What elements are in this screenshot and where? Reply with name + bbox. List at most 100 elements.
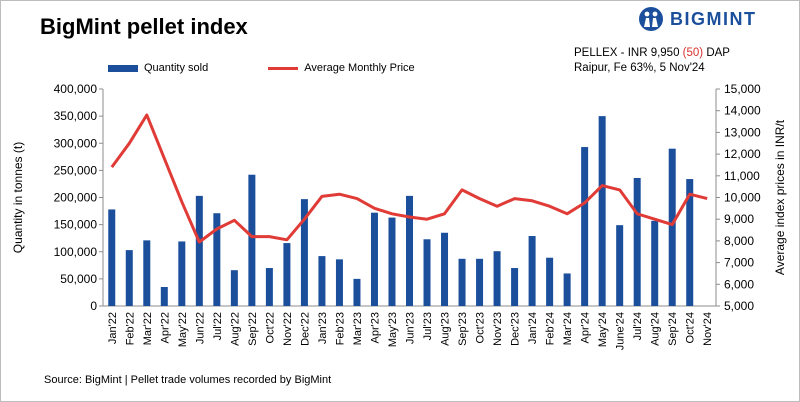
note-prefix: PELLEX - INR 9,950 (574, 47, 683, 59)
right-tick-label: 14,000 (724, 104, 761, 118)
x-tick-label: Apr'24 (580, 312, 592, 343)
bar-quantity-sold (598, 116, 606, 306)
bar-quantity-sold (353, 278, 361, 306)
bar-quantity-sold (265, 268, 273, 306)
right-tick-label: 6,000 (724, 277, 754, 291)
x-tick-label: May'24 (597, 312, 609, 347)
bigmint-logo-icon (639, 7, 663, 31)
x-tick-label: Nov'23 (492, 312, 504, 346)
bar-quantity-sold (300, 199, 308, 306)
left-tick-label: 400,000 (54, 82, 98, 96)
x-tick-label: May'23 (387, 312, 399, 347)
bar-quantity-sold (108, 209, 116, 306)
legend-price: Average Monthly Price (304, 62, 415, 74)
x-tick-label: Jan'24 (527, 312, 539, 344)
bar-quantity-sold (546, 257, 554, 306)
right-tick-label: 8,000 (724, 234, 754, 248)
x-tick-label: Mar'23 (352, 312, 364, 345)
bar-quantity-sold (388, 217, 396, 306)
price-note-line2: Raipur, Fe 63%, 5 Nov'24 (574, 62, 705, 74)
bar-quantity-sold (493, 251, 501, 306)
bar-quantity-sold (616, 225, 624, 306)
bar-quantity-sold (563, 273, 571, 306)
x-tick-label: Dec'22 (299, 312, 311, 346)
bar-quantity-sold (406, 195, 413, 306)
bar-quantity-sold (581, 147, 589, 306)
bar-quantity-sold (511, 268, 519, 306)
bigmint-logo: BIGMINT (638, 6, 757, 32)
right-tick-label: 10,000 (724, 191, 761, 205)
bar-quantity-sold (476, 258, 484, 306)
right-tick-label: 13,000 (724, 125, 761, 139)
right-tick-label: 9,000 (724, 212, 754, 226)
x-tick-label: Nov'22 (282, 312, 294, 346)
x-tick-label: Oct'23 (475, 312, 487, 343)
x-tick-label: Mar'24 (562, 312, 574, 345)
x-tick-label: Oct'22 (264, 312, 276, 343)
bar-quantity-sold (318, 256, 326, 306)
x-tick-label: Apr'22 (159, 312, 171, 343)
x-tick-label: Feb'24 (545, 312, 557, 345)
left-tick-label: 0 (90, 299, 97, 313)
legend-quantity: Quantity sold (144, 62, 209, 74)
bar-quantity-sold (160, 287, 168, 306)
x-tick-label: Nov'24 (702, 312, 714, 346)
bar-quantity-sold (283, 243, 291, 306)
bar-quantity-sold (195, 195, 203, 306)
y-axis-title-right: Average index prices in INR/t (773, 119, 787, 275)
price-note: PELLEX - INR 9,950 (50) DAP Raipur, Fe 6… (574, 46, 730, 76)
x-tick-label: Jan'23 (317, 312, 329, 344)
bar-quantity-sold (125, 250, 133, 306)
legend-line-swatch (268, 66, 299, 70)
x-tick-label: Jan'22 (107, 312, 119, 344)
x-tick-label: Jul'24 (632, 312, 644, 340)
source-note: Source: BigMint | Pellet trade volumes r… (44, 374, 332, 386)
y-axis-title-left: Quantity in tonnes (t) (11, 142, 25, 253)
bar-quantity-sold (686, 179, 694, 306)
left-tick-label: 50,000 (60, 272, 97, 286)
bar-quantity-sold (668, 148, 676, 306)
right-tick-label: 12,000 (724, 147, 761, 161)
x-tick-label: Jul'22 (212, 312, 224, 340)
bar-quantity-sold (458, 258, 466, 306)
bar-quantity-sold (248, 174, 256, 306)
x-tick-label: Feb'22 (124, 312, 136, 345)
bar-quantity-sold (143, 240, 151, 306)
bar-quantity-sold (651, 220, 659, 306)
x-tick-label: June'24 (615, 312, 627, 350)
price-note-line1: PELLEX - INR 9,950 (50) DAP (574, 46, 730, 61)
x-tick-label: Aug'24 (650, 312, 662, 346)
bar-quantity-sold (633, 177, 641, 306)
x-tick-label: Sep'22 (247, 312, 259, 346)
x-tick-label: Oct'24 (685, 312, 697, 343)
bar-quantity-sold (528, 236, 536, 306)
x-tick-label: Dec'23 (510, 312, 522, 346)
logo-text: BIGMINT (670, 8, 757, 29)
right-tick-label: 11,000 (724, 169, 760, 183)
x-tick-label: Sep'24 (667, 312, 679, 346)
line-average-monthly-price (110, 113, 708, 244)
left-tick-label: 250,000 (54, 163, 98, 177)
bar-quantity-sold (423, 239, 431, 306)
x-tick-label: Jun'23 (405, 312, 417, 344)
chart-title: BigMint pellet index (40, 14, 248, 39)
left-tick-label: 200,000 (54, 191, 98, 205)
chart-legend: Quantity sold Average Monthly Price (108, 62, 415, 74)
note-suffix: DAP (703, 47, 730, 59)
left-tick-label: 150,000 (54, 218, 98, 232)
x-tick-label: Sep'23 (457, 312, 469, 346)
right-tick-label: 5,000 (724, 299, 754, 313)
legend-bar-swatch (108, 64, 138, 72)
x-tick-label: Aug'23 (440, 312, 452, 346)
bar-quantity-sold (370, 212, 378, 306)
x-tick-label: Jun'22 (194, 312, 206, 344)
right-tick-label: 7,000 (724, 256, 754, 270)
left-tick-label: 300,000 (54, 136, 98, 150)
left-tick-label: 350,000 (54, 109, 98, 123)
x-tick-label: May'22 (177, 312, 189, 347)
x-tick-label: Jul'23 (422, 312, 434, 340)
bar-quantity-sold (335, 259, 343, 306)
x-tick-label: Mar'22 (142, 312, 154, 345)
bar-quantity-sold (441, 232, 449, 306)
